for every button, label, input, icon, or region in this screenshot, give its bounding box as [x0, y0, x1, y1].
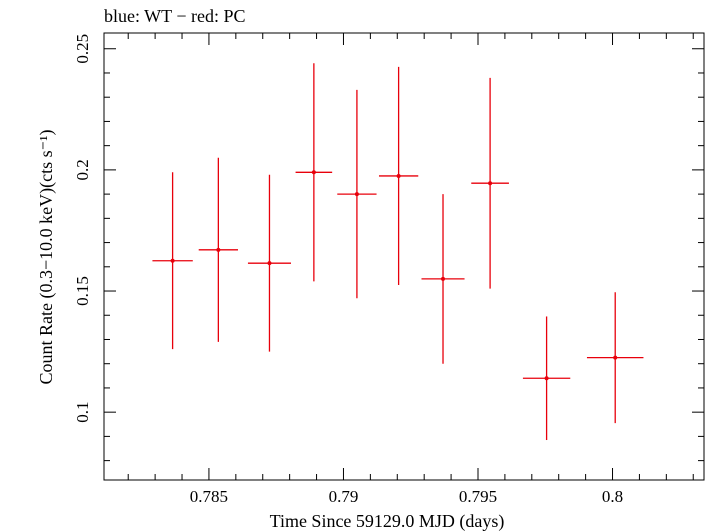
point-marker: [216, 247, 221, 252]
y-axis-label: Count Rate (0.3−10.0 keV)(cts s⁻¹): [36, 129, 57, 384]
point-marker: [354, 192, 359, 197]
data-point: [247, 174, 291, 352]
data-point: [522, 316, 571, 441]
data-point: [471, 77, 509, 289]
y-tick-label: 0.25: [73, 34, 92, 64]
data-point: [337, 89, 377, 299]
plot-frame: [103, 32, 705, 481]
point-marker: [170, 258, 175, 263]
y-tick-label: 0.1: [73, 402, 92, 423]
chart-title: blue: WT − red: PC: [104, 6, 245, 26]
point-marker: [311, 170, 316, 175]
y-tick-label: 0.15: [73, 276, 92, 306]
point-marker: [488, 181, 493, 186]
point-marker: [441, 276, 446, 281]
data-point: [295, 63, 333, 282]
point-marker: [544, 376, 549, 381]
point-marker: [613, 355, 618, 360]
data-point: [198, 157, 238, 342]
x-tick-label: 0.785: [190, 487, 228, 506]
x-tick-label: 0.795: [459, 487, 497, 506]
point-marker: [267, 261, 272, 266]
data-point: [586, 292, 644, 424]
data-point: [152, 172, 193, 350]
x-axis-label: Time Since 59129.0 MJD (days): [270, 511, 505, 532]
data-point: [421, 194, 465, 364]
data-point: [378, 66, 419, 285]
y-axis-ticks: 0.1 0.15 0.2 0.25: [73, 34, 704, 462]
x-axis-ticks: 0.785 0.79 0.795 0.8: [127, 33, 694, 506]
y-tick-label: 0.2: [73, 159, 92, 180]
data-points: [152, 63, 644, 441]
point-marker: [396, 173, 401, 178]
x-tick-label: 0.8: [602, 487, 623, 506]
x-tick-label: 0.79: [329, 487, 359, 506]
